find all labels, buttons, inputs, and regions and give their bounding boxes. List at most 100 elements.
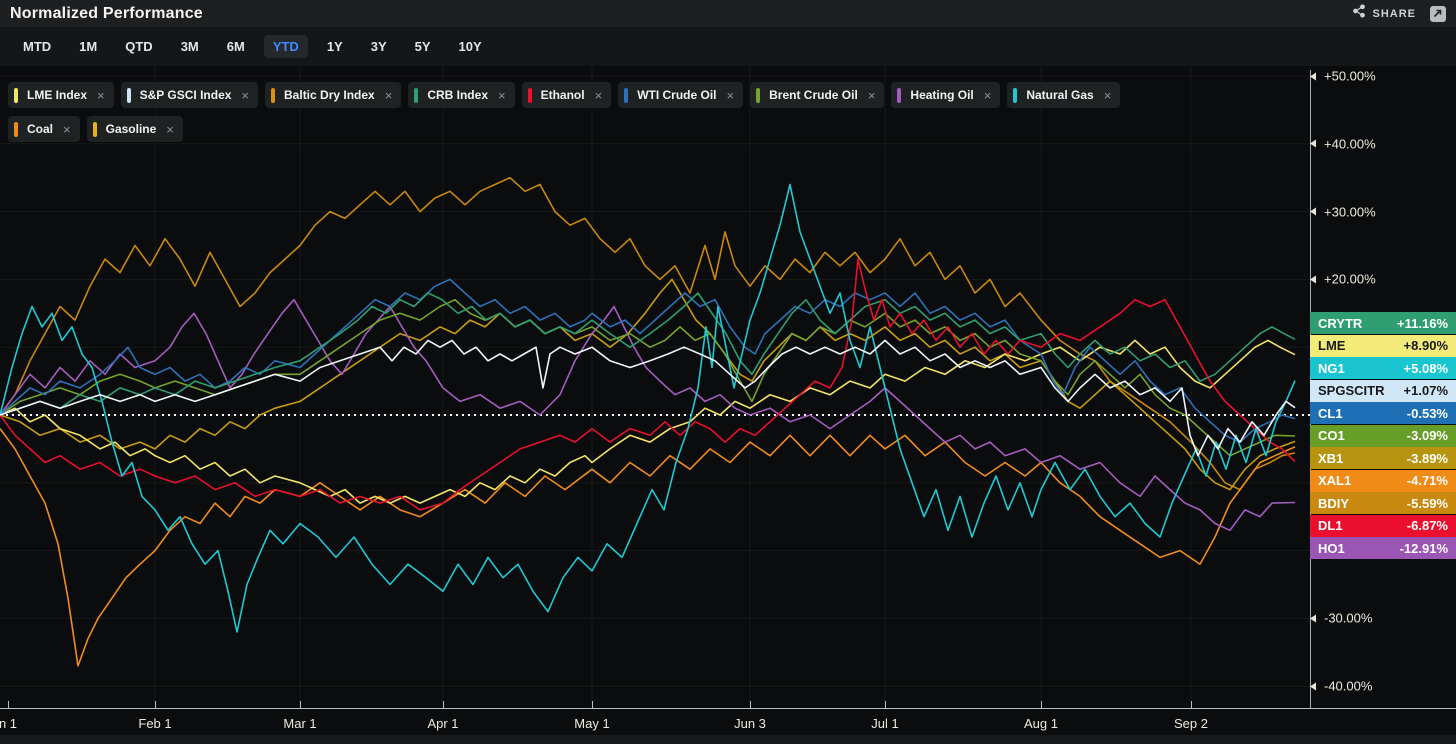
series-label: Natural Gas	[1026, 88, 1094, 102]
price-flag-bdiy: BDIY -5.59%	[1310, 492, 1456, 514]
series-color-bar	[414, 87, 419, 103]
flag-value: -5.59%	[1406, 495, 1448, 511]
price-flag-dl1: DL1 -6.87%	[1310, 514, 1456, 537]
tick-arrow-icon	[1310, 139, 1316, 148]
remove-series-icon[interactable]: ×	[1103, 87, 1112, 103]
tab-5y[interactable]: 5Y	[414, 39, 431, 54]
x-axis-tick	[592, 701, 593, 708]
series-color-bar	[624, 87, 629, 103]
series-line-lme	[0, 339, 1296, 504]
tab-3y[interactable]: 3Y	[370, 39, 387, 54]
legend-chip-ethanol[interactable]: Ethanol ×	[521, 82, 612, 108]
tab-mtd[interactable]: MTD	[23, 39, 52, 54]
price-flag-co1: CO1 -3.09%	[1310, 424, 1456, 447]
flag-ticker: XB1	[1318, 450, 1344, 466]
y-axis-tick: -30.00%	[1310, 611, 1372, 626]
remove-series-icon[interactable]: ×	[594, 87, 603, 103]
series-label: Ethanol	[540, 88, 585, 102]
legend-chip-lme-index[interactable]: LME Index ×	[8, 82, 114, 108]
legend-chip-gasoline[interactable]: Gasoline ×	[86, 116, 183, 142]
series-label: Gasoline	[105, 122, 157, 136]
x-axis-label: May 1	[574, 716, 610, 731]
flag-ticker: HO1	[1318, 540, 1345, 556]
tab-1m[interactable]: 1M	[79, 39, 98, 54]
tab-3m[interactable]: 3M	[180, 39, 199, 54]
y-axis-tick-label: +50.00%	[1324, 68, 1376, 84]
series-label: S&P GSCI Index	[139, 88, 232, 102]
y-axis-tick-label: -30.00%	[1324, 610, 1373, 626]
remove-series-icon[interactable]: ×	[726, 87, 735, 103]
flag-value: +1.07%	[1403, 383, 1448, 398]
share-button[interactable]: SHARE	[1352, 4, 1416, 23]
x-axis-label: Apr 1	[427, 716, 459, 731]
x-axis-label: Feb 1	[138, 716, 172, 731]
y-axis-tick: +40.00%	[1310, 136, 1376, 151]
remove-series-icon[interactable]: ×	[63, 121, 71, 137]
series-color-bar	[14, 87, 18, 103]
legend-chip-crb-index[interactable]: CRB Index ×	[408, 82, 515, 108]
legend-chip-heating-oil[interactable]: Heating Oil ×	[891, 82, 1001, 108]
series-line-ng1	[0, 183, 1296, 633]
flag-ticker: CL1	[1318, 405, 1343, 421]
flag-ticker: CRYTR	[1318, 315, 1363, 331]
tab-10y[interactable]: 10Y	[458, 39, 482, 54]
x-axis-tick	[1191, 701, 1192, 708]
legend-chip-s-p-gsci-index[interactable]: S&P GSCI Index ×	[120, 82, 259, 108]
legend-chip-wti-crude-oil[interactable]: WTI Crude Oil ×	[618, 82, 744, 108]
flag-value: -6.87%	[1406, 518, 1448, 533]
remove-series-icon[interactable]: ×	[867, 87, 876, 103]
flag-value: -3.89%	[1406, 450, 1448, 466]
series-line-xb1	[0, 278, 1296, 491]
flag-ticker: LME	[1318, 338, 1346, 353]
series-line-dl1	[0, 258, 1296, 511]
price-flag-crytr: CRYTR +11.16%	[1310, 312, 1456, 334]
x-axis-label: Jun 3	[734, 716, 766, 731]
y-axis-tick: -40.00%	[1310, 679, 1372, 694]
tab-6m[interactable]: 6M	[226, 39, 245, 54]
series-line-spgscitr	[0, 339, 1296, 457]
series-line-cl1	[0, 278, 1296, 443]
performance-chart[interactable]	[0, 66, 1310, 710]
series-line-bdiy	[0, 176, 1296, 491]
y-axis-tick-label: +30.00%	[1324, 204, 1376, 220]
legend-chip-brent-crude-oil[interactable]: Brent Crude Oil ×	[750, 82, 885, 108]
series-line-ho1	[0, 298, 1296, 532]
y-axis-tick: +20.00%	[1310, 272, 1376, 287]
series-label: Coal	[27, 122, 54, 136]
price-flag-xb1: XB1 -3.89%	[1310, 447, 1456, 469]
series-color-bar	[92, 121, 97, 137]
x-axis-tick	[1041, 701, 1042, 708]
x-axis-label: n 1	[0, 716, 18, 731]
flag-value: +5.08%	[1403, 360, 1448, 376]
legend-chip-coal[interactable]: Coal ×	[8, 116, 80, 142]
series-color-bar	[14, 121, 18, 137]
share-icon	[1352, 4, 1366, 23]
flag-ticker: SPGSCITR	[1318, 383, 1385, 398]
flag-value: -12.91%	[1399, 540, 1448, 556]
legend-chip-baltic-dry-index[interactable]: Baltic Dry Index ×	[265, 82, 402, 108]
y-axis-tick-label: +40.00%	[1324, 136, 1376, 152]
price-flag-ng1: NG1 +5.08%	[1310, 357, 1456, 379]
remove-series-icon[interactable]: ×	[241, 87, 250, 103]
remove-series-icon[interactable]: ×	[983, 87, 992, 103]
x-axis-tick	[8, 701, 9, 708]
popout-button[interactable]	[1430, 5, 1446, 22]
tab-qtd[interactable]: QTD	[125, 39, 153, 54]
series-label: Heating Oil	[910, 88, 974, 102]
tab-1y[interactable]: 1Y	[326, 39, 343, 54]
price-flag-cl1: CL1 -0.53%	[1310, 402, 1456, 424]
x-axis-label: Mar 1	[283, 716, 317, 731]
flag-value: +11.16%	[1397, 315, 1448, 331]
legend-chip-natural-gas[interactable]: Natural Gas ×	[1007, 82, 1121, 108]
flag-value: -3.09%	[1406, 428, 1448, 443]
remove-series-icon[interactable]: ×	[384, 87, 393, 103]
share-label: SHARE	[1372, 7, 1416, 20]
remove-series-icon[interactable]: ×	[97, 87, 105, 103]
series-color-bar	[756, 87, 761, 103]
x-axis-tick	[155, 701, 156, 708]
tab-ytd[interactable]: YTD	[263, 35, 308, 58]
remove-series-icon[interactable]: ×	[498, 87, 506, 103]
remove-series-icon[interactable]: ×	[166, 121, 174, 137]
chart-area: LME Index × S&P GSCI Index × Baltic Dry Inde…	[0, 66, 1456, 744]
footer-strip	[0, 735, 1456, 744]
